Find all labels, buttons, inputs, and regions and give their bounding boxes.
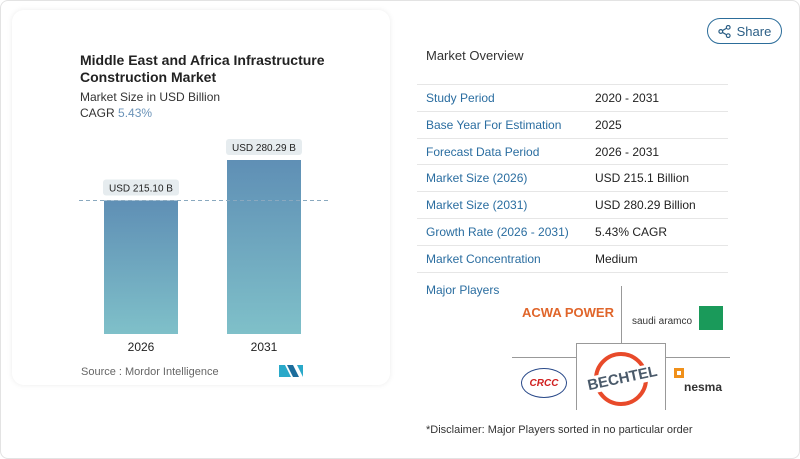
chart-title: Middle East and Africa Infrastructure Co… [80,52,325,85]
share-button[interactable]: Share [707,18,782,44]
row-value: USD 280.29 Billion [595,198,696,213]
disclaimer: *Disclaimer: Major Players sorted in no … [426,424,693,436]
row-value: 5.43% CAGR [595,225,668,239]
row-value: 2026 - 2031 [595,144,660,159]
x-tick-label: 2031 [251,340,278,354]
overview-row: Forecast Data Period 2026 - 2031 [417,137,728,165]
row-value: 2025 [595,117,622,132]
overview-row: Market Size (2031) USD 280.29 Billion [417,191,728,218]
divider [417,272,728,273]
share-label: Share [736,23,772,39]
overview-row: Base Year For Estimation 2025 [417,110,728,138]
data-label-bg [226,139,302,155]
bar-2026 [104,200,178,334]
aramco-emblem [699,306,723,330]
overview-row: Market Size (2026) USD 215.1 Billion [417,164,728,191]
row-value: Medium [595,251,638,266]
row-label: Forecast Data Period [426,144,540,159]
logo-acwa-power: ACWA POWER [522,305,614,320]
data-label-bg [103,179,179,196]
cagr-label: CAGR [80,106,115,120]
overview-row: Market Concentration Medium [417,244,728,272]
mordor-intelligence-logo [279,365,303,377]
cagr: CAGR 5.43% [80,106,152,120]
share-icon [717,24,731,38]
data-label: USD 215.10 B [109,183,173,194]
row-label: Base Year For Estimation [426,117,562,132]
major-players-title: Major Players [426,283,500,297]
overview-title: Market Overview [426,48,524,63]
row-label: Growth Rate (2026 - 2031) [426,225,569,239]
row-label: Market Size (2026) [426,171,528,186]
overview-row: Growth Rate (2026 - 2031) 5.43% CAGR [417,218,728,245]
row-label: Market Concentration [426,251,541,266]
x-tick-label: 2026 [128,340,155,354]
logo-crcc: CRCC [529,377,559,389]
chart-subtitle: Market Size in USD Billion [80,90,221,104]
data-label: USD 280.29 B [232,143,296,154]
source-text: Source : Mordor Intelligence [81,366,219,378]
row-value: 2020 - 2031 [595,91,660,105]
bar-2031 [227,160,301,334]
cagr-value: 5.43% [118,106,153,120]
row-label: Study Period [426,91,495,105]
row-value: USD 215.1 Billion [595,171,690,186]
overview-row: Study Period 2020 - 2031 [417,84,728,111]
logo-nesma: nesma [684,380,723,394]
chart-card [12,10,390,385]
bechtel-box [576,343,666,410]
row-label: Market Size (2031) [426,198,528,213]
logo-saudi-aramco: saudi aramco [632,316,693,327]
bar-chart: USD 215.10 B 2026 USD 280.29 B 2031 [79,139,328,354]
